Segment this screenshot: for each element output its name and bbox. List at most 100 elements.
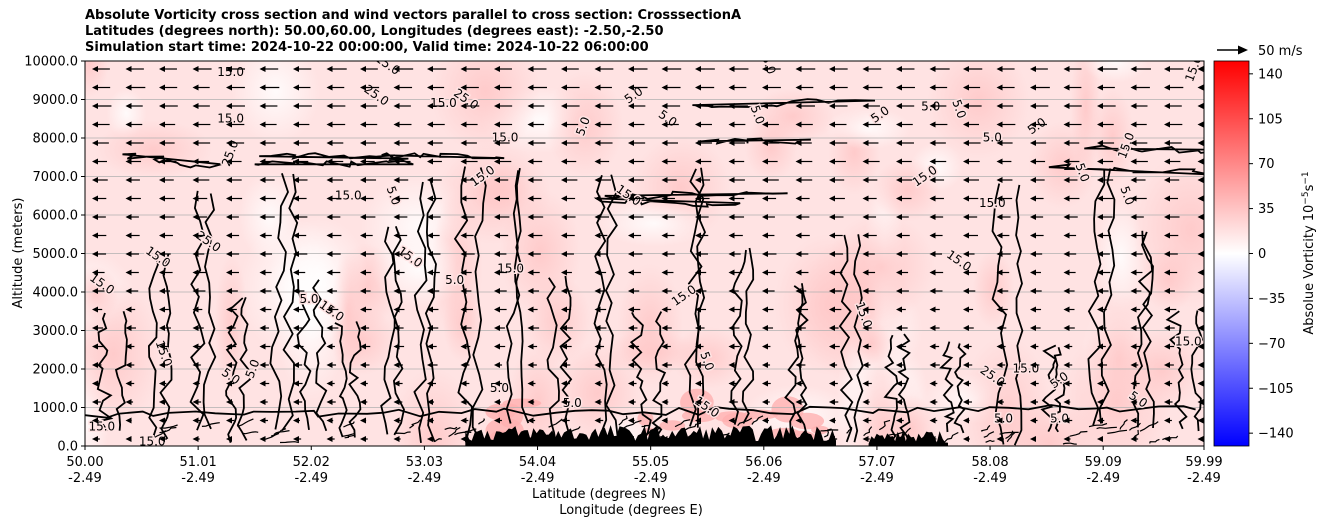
wind-vector-head <box>963 214 969 220</box>
wind-vector-head <box>996 84 1003 91</box>
wind-vector-head <box>494 288 500 294</box>
wind-vector-head <box>427 103 433 109</box>
wind-vector-head <box>929 269 936 276</box>
wind-vector-head <box>1063 121 1070 128</box>
wind-vector-head <box>360 177 366 183</box>
wind-vector-head <box>561 103 567 109</box>
wind-vector-head <box>259 195 266 202</box>
wind-vector-head <box>460 121 467 128</box>
surface-contour <box>708 437 721 442</box>
wind-vector-head <box>293 417 299 424</box>
wind-vector-head <box>762 417 768 424</box>
wind-vector-head <box>929 214 936 220</box>
field-patch <box>873 158 942 222</box>
surface-contour <box>983 431 995 438</box>
wind-vector-head <box>762 269 768 276</box>
wind-vector-head <box>226 140 232 146</box>
contour-line <box>559 275 573 440</box>
wind-vector-head <box>92 362 98 368</box>
wind-vector-head <box>293 288 299 294</box>
contour-line <box>604 190 788 200</box>
wind-vector-head <box>1164 417 1170 424</box>
wind-vector-head <box>628 380 634 387</box>
wind-vector-head <box>192 306 199 313</box>
wind-vector-head <box>460 288 467 294</box>
surface-contour <box>863 426 873 437</box>
wind-vector-head <box>159 269 165 276</box>
contour-line <box>1048 163 1204 176</box>
y-tick-label: 3000.0 <box>33 324 79 339</box>
wind-vector-head <box>896 288 902 294</box>
wind-vector-head <box>1097 417 1103 424</box>
wind-vector-head <box>125 158 132 165</box>
wind-vector-head <box>427 436 433 442</box>
contour-line <box>348 321 362 438</box>
wind-vector-head <box>393 380 400 387</box>
x-tick-label-lon: -2.49 <box>521 471 555 486</box>
contour-line <box>953 343 967 434</box>
y-tick-label: 7000.0 <box>33 170 79 185</box>
contour-line <box>838 234 854 443</box>
y-tick-label: 8000.0 <box>33 132 79 147</box>
wind-vector-head <box>1164 306 1170 313</box>
wind-vector-head <box>661 103 668 109</box>
wind-vector-head <box>460 84 467 91</box>
wind-vector-head <box>762 140 768 146</box>
wind-vector-head <box>996 214 1003 220</box>
wind-vector-head <box>527 195 534 202</box>
wind-vector-head <box>862 66 869 72</box>
wind-vector-head <box>293 232 299 239</box>
surface-contour <box>201 422 220 427</box>
wind-vector-head <box>360 343 366 350</box>
wind-vector-head <box>695 103 701 109</box>
wind-vector-head <box>1063 306 1070 313</box>
wind-vector-head <box>393 103 400 109</box>
wind-vector-head <box>360 325 366 331</box>
wind-vector-head <box>192 343 199 350</box>
wind-vector-head <box>460 399 467 405</box>
wind-vector-head <box>929 325 936 331</box>
wind-vector-head <box>1197 84 1204 91</box>
wind-vector-head <box>360 121 366 128</box>
field-patch <box>851 320 891 367</box>
surface-contour <box>409 419 421 429</box>
wind-vector-head <box>1130 306 1137 313</box>
contour-label: 5.0 <box>1050 412 1069 426</box>
wind-vector-head <box>226 362 232 368</box>
wind-vector-head <box>326 362 333 368</box>
wind-vector-head <box>293 362 299 368</box>
wind-vector-head <box>125 399 132 405</box>
wind-vector-head <box>159 399 165 405</box>
wind-vector-head <box>393 121 400 128</box>
wind-vector-head <box>695 288 701 294</box>
wind-vector-head <box>360 362 366 368</box>
wind-vector-head <box>862 380 869 387</box>
wind-vector-head <box>628 288 634 294</box>
wind-vector-head <box>795 121 802 128</box>
wind-vector-head <box>594 288 601 294</box>
wind-vector-head <box>862 362 869 368</box>
wind-vector-head <box>594 177 601 183</box>
wind-vector-head <box>460 140 467 146</box>
wind-vector-head <box>360 195 366 202</box>
contour-line <box>413 181 428 444</box>
wind-vector-head <box>92 269 98 276</box>
field-patch <box>371 232 467 308</box>
wind-vector-head <box>594 251 601 257</box>
wind-vector-head <box>661 121 668 128</box>
wind-vector-head <box>326 121 333 128</box>
wind-vector-head <box>1063 84 1070 91</box>
wind-vector-head <box>427 195 433 202</box>
surface-contour <box>343 421 355 428</box>
wind-vector-head <box>862 251 869 257</box>
colorbar-tick-label: 0 <box>1258 247 1266 262</box>
wind-vector-head <box>594 214 601 220</box>
wind-vector-head <box>427 288 433 294</box>
wind-vector-head <box>259 177 266 183</box>
wind-vector-head <box>259 103 266 109</box>
wind-vector-head <box>561 343 567 350</box>
x-tick-label-lon: -2.49 <box>860 471 894 486</box>
wind-vector-head <box>125 436 132 442</box>
wind-vector-head <box>628 140 634 146</box>
wind-vector-head <box>92 325 98 331</box>
